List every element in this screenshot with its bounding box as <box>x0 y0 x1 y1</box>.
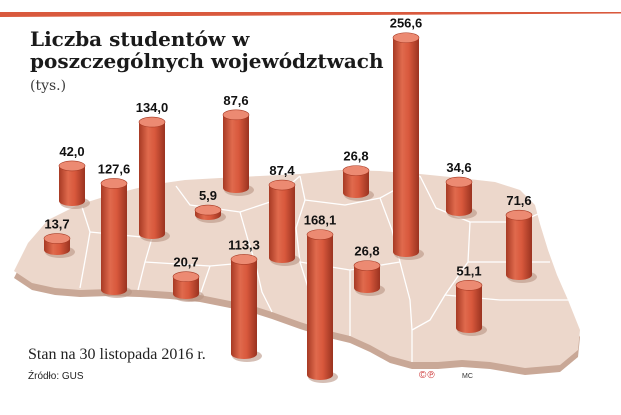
bar-body <box>101 183 127 295</box>
bar-cylinder <box>43 233 75 258</box>
author-initials: MC <box>462 373 473 380</box>
source-note: Źródło: GUS <box>28 371 84 382</box>
value-label: 87,4 <box>269 163 295 178</box>
bar-body <box>173 276 199 299</box>
bar-top <box>306 229 334 240</box>
value-label: 42,0 <box>59 144 84 159</box>
bar-cylinder <box>455 280 487 336</box>
bar-cylinder <box>230 254 262 362</box>
value-label: 87,6 <box>223 93 248 108</box>
bar-cylinder <box>445 176 477 219</box>
poland-map <box>14 170 580 375</box>
value-label: 34,6 <box>446 160 471 175</box>
bar-top <box>138 116 166 128</box>
bar-top <box>194 204 222 216</box>
value-label: 13,7 <box>44 217 69 232</box>
bar-body <box>506 215 532 280</box>
title-unit: (tys.) <box>30 78 67 94</box>
accent-line <box>0 12 621 17</box>
bar-cylinder <box>222 109 254 196</box>
value-label: 26,8 <box>343 149 368 164</box>
chart-title: Liczba studentów w poszczególnych wojewó… <box>30 28 410 97</box>
value-label: 5,9 <box>199 188 217 203</box>
bar-body <box>354 265 380 293</box>
title-main: Liczba studentów w poszczególnych wojewó… <box>30 27 384 73</box>
bar-cylinder <box>194 204 226 223</box>
bar-top <box>100 178 128 189</box>
bar-cylinder <box>172 271 204 302</box>
map-outline <box>14 170 580 368</box>
bar-body <box>446 182 472 216</box>
bar-top <box>392 32 420 44</box>
bar-top <box>455 280 483 291</box>
bar-cylinder <box>58 160 90 209</box>
bar-body <box>393 37 419 257</box>
value-labels: 256,6 134,0 127,6 87,6 87,4 42,0 34,6 168,1 26,8… <box>44 16 531 279</box>
value-label: 26,8 <box>354 244 379 259</box>
cylinder-bars <box>43 32 537 383</box>
bar-cylinder <box>392 32 424 260</box>
bar-cylinder <box>353 260 385 296</box>
bar-body <box>456 285 482 333</box>
bar-body <box>343 170 369 198</box>
bar-cylinder <box>505 209 537 283</box>
bar-body <box>59 165 85 206</box>
bar-top <box>505 209 533 221</box>
bar-body <box>307 234 333 380</box>
value-label: 51,1 <box>456 263 481 278</box>
value-label: 134,0 <box>136 100 169 115</box>
bar-body <box>139 122 165 239</box>
bar-body <box>269 185 295 263</box>
copyright-icon: ©℗ <box>419 370 436 381</box>
bar-cylinder <box>138 116 170 242</box>
value-label: 256,6 <box>390 16 423 31</box>
bar-body <box>223 114 249 193</box>
value-label: 168,1 <box>304 213 337 228</box>
bar-cylinder <box>100 178 132 298</box>
bar-top <box>222 109 250 121</box>
bar-top <box>353 260 381 271</box>
bar-top <box>43 233 71 244</box>
bar-top <box>58 160 86 172</box>
value-label: 113,3 <box>228 237 260 252</box>
value-label: 20,7 <box>173 255 198 270</box>
bar-cylinder <box>342 165 374 201</box>
bar-body <box>231 259 257 359</box>
bar-cylinder <box>306 229 338 383</box>
value-label: 127,6 <box>98 161 131 176</box>
bar-top <box>445 176 473 188</box>
bar-top <box>172 271 200 283</box>
bar-cylinder <box>268 179 300 266</box>
bar-top <box>342 165 370 176</box>
bar-top <box>268 179 296 191</box>
bar-top <box>230 254 258 265</box>
value-label: 71,6 <box>506 193 531 208</box>
footnote-date: Stan na 30 listopada 2016 r. <box>28 346 206 363</box>
